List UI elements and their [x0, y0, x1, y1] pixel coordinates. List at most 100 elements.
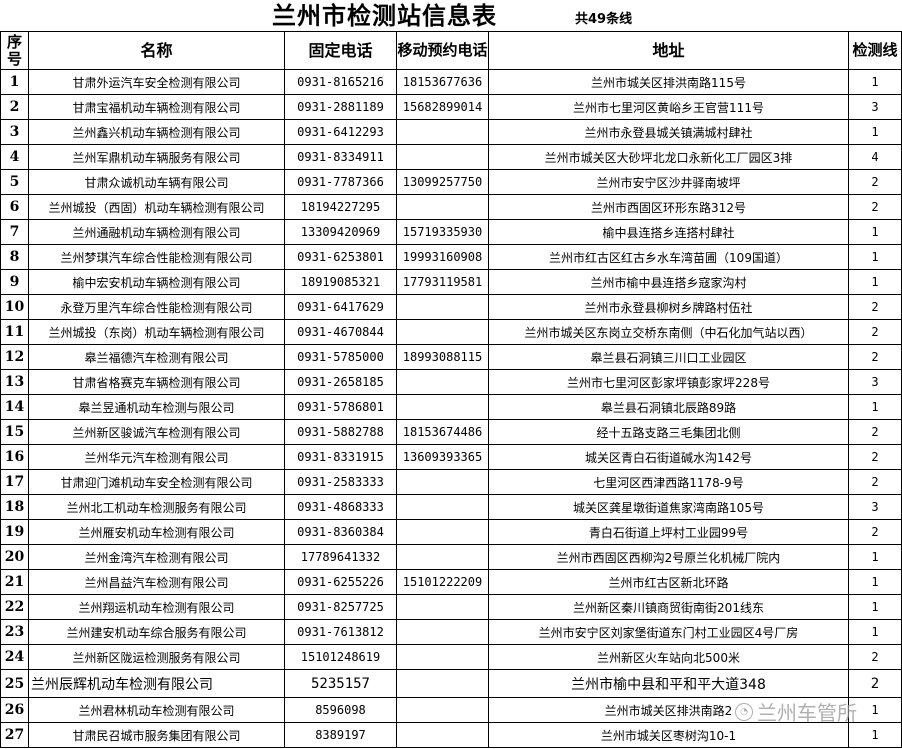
table-row: 14 皋兰昱通机动车检测与限公司 0931-5786801 皋兰县石洞镇北辰路89路 1	[0, 394, 902, 420]
cell-name: 甘肃外运汽车安全检测有限公司	[28, 69, 285, 95]
cell-lines: 1	[848, 544, 902, 570]
cell-lines: 4	[848, 144, 902, 170]
cell-address: 兰州市西固区环形东路312号	[488, 194, 849, 220]
table-row: 10 永登万里汽车综合性能检测有限公司 0931-6417629 兰州市永登县柳树乡牌…	[0, 294, 902, 320]
table-row: 6 兰州城投（西固）机动车辆检测有限公司 18194227295 兰州市西固区环形东路…	[0, 194, 902, 220]
table-row: 18 兰州北工机动车检测服务有限公司 0931-4868333 城关区龚星墩街道焦家湾…	[0, 494, 902, 520]
cell-name: 甘肃省格赛克车辆检测有限公司	[28, 369, 285, 395]
cell-mobile-phone	[396, 319, 489, 345]
cell-lines: 1	[848, 219, 902, 245]
title-row: 兰州市检测站信息表 共49条线	[0, 0, 902, 31]
cell-mobile-phone	[396, 697, 489, 723]
cell-name: 甘肃众诚机动车辆有限公司	[28, 169, 285, 195]
cell-name: 兰州辰辉机动车检测有限公司	[28, 669, 285, 698]
cell-idx: 6	[0, 194, 29, 220]
table-row: 17 甘肃迎门滩机动车安全检测有限公司 0931-2583333 七里河区西津西路11…	[0, 469, 902, 495]
cell-lines: 1	[848, 569, 902, 595]
cell-address: 兰州新区火车站向北500米	[488, 644, 849, 670]
cell-fixed-phone: 13309420969	[284, 219, 397, 245]
cell-address: 兰州市城关区东岗立交桥东南侧（中石化加气站以西）	[488, 319, 849, 345]
cell-lines: 2	[848, 444, 902, 470]
cell-lines: 1	[848, 394, 902, 420]
cell-mobile-phone	[396, 494, 489, 520]
header-idx: 序号	[0, 31, 29, 70]
cell-idx: 22	[0, 594, 29, 620]
cell-address: 兰州市七里河区黄峪乡王官营111号	[488, 94, 849, 120]
table-row: 16 兰州华元汽车检测有限公司 0931-8331915 13609393365 城关区…	[0, 444, 902, 470]
cell-address: 兰州市榆中县连搭乡寇家沟村	[488, 269, 849, 295]
table-row: 2 甘肃宝福机动车辆检测有限公司 0931-2881189 15682899014 兰州…	[0, 94, 902, 120]
cell-lines: 1	[848, 69, 902, 95]
cell-idx: 13	[0, 369, 29, 395]
table-row: 24 兰州新区陇运检测服务有限公司 15101248619 兰州新区火车站向北500米…	[0, 644, 902, 670]
cell-lines: 2	[848, 169, 902, 195]
table-row: 7 兰州通融机动车辆检测有限公司 13309420969 15719335930 榆中县…	[0, 219, 902, 245]
cell-idx: 24	[0, 644, 29, 670]
cell-address: 城关区青白石街道碱水沟142号	[488, 444, 849, 470]
cell-fixed-phone: 0931-4670844	[284, 319, 397, 345]
cell-mobile-phone	[396, 644, 489, 670]
cell-fixed-phone: 0931-5882788	[284, 419, 397, 445]
header-address: 地址	[488, 31, 849, 70]
table-row: 25 兰州辰辉机动车检测有限公司 5235157 兰州市榆中县和平和平大道348 2	[0, 669, 902, 698]
cell-idx: 11	[0, 319, 29, 345]
cell-fixed-phone: 0931-8165216	[284, 69, 397, 95]
cell-address: 皋兰县石洞镇北辰路89路	[488, 394, 849, 420]
table-row: 20 兰州金湾汽车检测有限公司 17789641332 兰州市西固区西柳沟2号原兰化机…	[0, 544, 902, 570]
cell-mobile-phone: 15719335930	[396, 219, 489, 245]
cell-name: 皋兰昱通机动车检测与限公司	[28, 394, 285, 420]
watermark: ◔ 兰州车管所	[735, 697, 857, 726]
cell-mobile-phone	[396, 294, 489, 320]
cell-mobile-phone	[396, 194, 489, 220]
cell-lines: 3	[848, 94, 902, 120]
cell-address: 兰州市榆中县和平和平大道348	[488, 669, 849, 698]
cell-lines: 3	[848, 494, 902, 520]
cell-idx: 9	[0, 269, 29, 295]
cell-address: 兰州市红古区红古乡水车湾苗圃（109国道）	[488, 244, 849, 270]
table-row: 22 兰州翔运机动车检测有限公司 0931-8257725 兰州新区秦川镇商贸街南街2…	[0, 594, 902, 620]
cell-address: 城关区龚星墩街道焦家湾南路105号	[488, 494, 849, 520]
cell-mobile-phone: 19993160908	[396, 244, 489, 270]
cell-mobile-phone: 18993088115	[396, 344, 489, 370]
cell-fixed-phone: 8389197	[284, 722, 397, 748]
cell-lines: 2	[848, 669, 902, 698]
cell-idx: 21	[0, 569, 29, 595]
cell-fixed-phone: 0931-2583333	[284, 469, 397, 495]
table-row: 21 兰州昌益汽车检测有限公司 0931-6255226 15101222209 兰州市…	[0, 569, 902, 595]
table-row: 15 兰州新区骏诚汽车检测有限公司 0931-5882788 18153674486 经…	[0, 419, 902, 445]
cell-name: 兰州城投（西固）机动车辆检测有限公司	[28, 194, 285, 220]
cell-fixed-phone: 0931-7613812	[284, 619, 397, 645]
cell-fixed-phone: 18194227295	[284, 194, 397, 220]
cell-idx: 8	[0, 244, 29, 270]
cell-name: 永登万里汽车综合性能检测有限公司	[28, 294, 285, 320]
table-row: 1 甘肃外运汽车安全检测有限公司 0931-8165216 18153677636 兰州…	[0, 69, 902, 95]
cell-fixed-phone: 8596098	[284, 697, 397, 723]
cell-lines: 2	[848, 644, 902, 670]
cell-fixed-phone: 15101248619	[284, 644, 397, 670]
cell-idx: 20	[0, 544, 29, 570]
cell-mobile-phone: 15101222209	[396, 569, 489, 595]
cell-idx: 12	[0, 344, 29, 370]
cell-name: 兰州雁安机动车检测有限公司	[28, 519, 285, 545]
cell-mobile-phone	[396, 544, 489, 570]
cell-fixed-phone: 0931-8360384	[284, 519, 397, 545]
cell-name: 兰州北工机动车检测服务有限公司	[28, 494, 285, 520]
cell-fixed-phone: 0931-6255226	[284, 569, 397, 595]
cell-name: 兰州城投（东岗）机动车辆检测有限公司	[28, 319, 285, 345]
cell-fixed-phone: 0931-8257725	[284, 594, 397, 620]
cell-mobile-phone	[396, 619, 489, 645]
cell-name: 兰州新区骏诚汽车检测有限公司	[28, 419, 285, 445]
cell-lines: 2	[848, 194, 902, 220]
cell-fixed-phone: 0931-8331915	[284, 444, 397, 470]
total-lines-label: 共49条线	[575, 12, 633, 27]
cell-name: 甘肃宝福机动车辆检测有限公司	[28, 94, 285, 120]
cell-idx: 16	[0, 444, 29, 470]
cell-lines: 1	[848, 722, 902, 748]
cell-idx: 18	[0, 494, 29, 520]
cell-address: 兰州市西固区西柳沟2号原兰化机械厂院内	[488, 544, 849, 570]
cell-fixed-phone: 0931-4868333	[284, 494, 397, 520]
cell-mobile-phone	[396, 722, 489, 748]
cell-idx: 4	[0, 144, 29, 170]
cell-mobile-phone: 18153674486	[396, 419, 489, 445]
cell-lines: 1	[848, 697, 902, 723]
